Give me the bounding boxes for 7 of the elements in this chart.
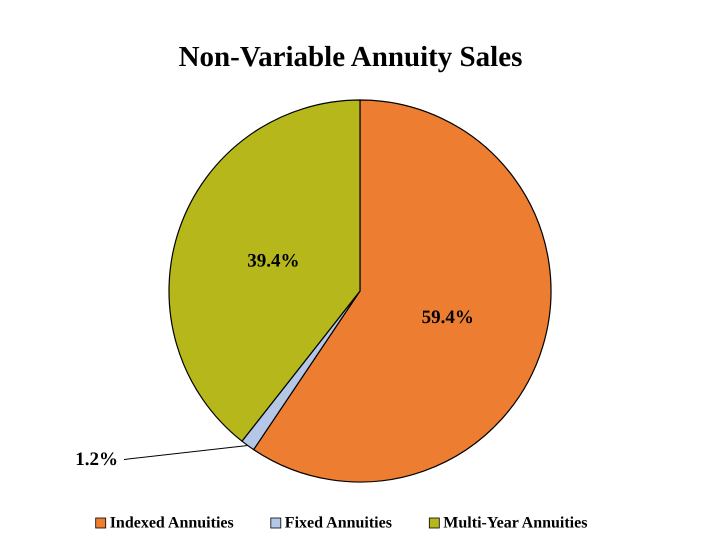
legend-label: Fixed Annuities <box>284 514 392 532</box>
data-label: 39.4% <box>247 250 300 272</box>
legend-label: Indexed Annuities <box>110 514 234 532</box>
data-label: 59.4% <box>422 307 474 328</box>
chart-title: Non-Variable Annuity Sales <box>178 41 522 73</box>
data-label: 1.2% <box>75 449 118 470</box>
legend-label: Multi-Year Annuities <box>443 514 588 532</box>
